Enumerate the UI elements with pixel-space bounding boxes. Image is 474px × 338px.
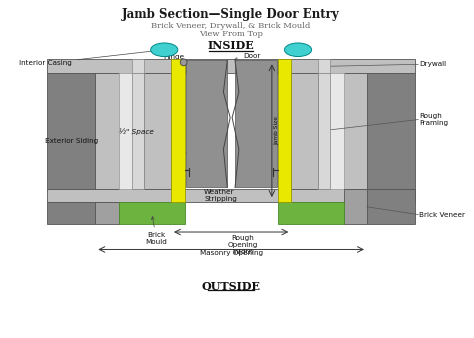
Bar <box>95 73 118 189</box>
Text: Hinge: Hinge <box>164 53 184 62</box>
Bar <box>47 189 415 202</box>
Text: Brick
Mould: Brick Mould <box>146 217 167 245</box>
Text: OUTSIDE: OUTSIDE <box>201 281 261 292</box>
Bar <box>344 73 367 189</box>
Bar <box>235 61 277 187</box>
Text: Rough
Opening
Width: Rough Opening Width <box>228 235 258 255</box>
Text: Drywall: Drywall <box>419 61 447 67</box>
Text: Brick Veneer: Brick Veneer <box>419 212 465 218</box>
Ellipse shape <box>284 43 311 56</box>
Ellipse shape <box>151 43 178 56</box>
Bar <box>144 73 171 189</box>
Text: Door: Door <box>235 53 260 60</box>
Text: Rough
Framing: Rough Framing <box>419 113 448 126</box>
Bar <box>367 189 415 224</box>
Text: ½" Space: ½" Space <box>118 128 154 135</box>
Text: Masonry Opening: Masonry Opening <box>200 250 263 257</box>
Bar <box>319 59 330 73</box>
Bar <box>319 73 330 189</box>
Bar <box>95 202 118 224</box>
Text: Jamb Size: Jamb Size <box>274 116 279 145</box>
Bar <box>278 202 344 224</box>
Text: View From Top: View From Top <box>199 30 263 38</box>
Bar <box>47 73 95 189</box>
Bar <box>344 189 367 224</box>
Bar <box>330 73 344 189</box>
Bar <box>118 202 184 224</box>
Bar <box>132 73 144 189</box>
Circle shape <box>180 59 187 66</box>
Bar <box>291 73 319 189</box>
Text: Brick Veneer, Drywall, & Brick Mould: Brick Veneer, Drywall, & Brick Mould <box>152 22 311 29</box>
Bar <box>47 59 415 73</box>
Text: Weather
Stripping: Weather Stripping <box>192 172 237 202</box>
Bar <box>278 59 291 202</box>
Text: Exterior Siding: Exterior Siding <box>45 138 98 144</box>
Bar <box>186 61 227 187</box>
Bar <box>171 59 184 202</box>
Bar <box>367 73 415 189</box>
Bar <box>118 73 132 189</box>
Text: Interior Casing: Interior Casing <box>19 49 161 66</box>
Bar <box>47 202 95 224</box>
Text: Jamb Section—Single Door Entry: Jamb Section—Single Door Entry <box>122 8 340 21</box>
Bar <box>132 59 144 73</box>
Text: INSIDE: INSIDE <box>208 40 255 51</box>
Text: Jamb: Jamb <box>181 150 220 169</box>
